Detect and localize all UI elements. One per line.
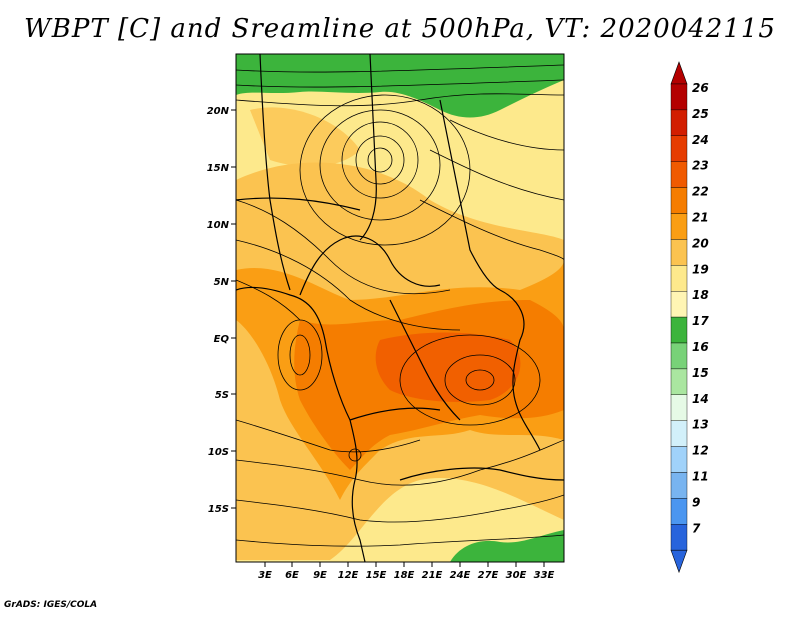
- lat-label: 15N: [207, 163, 230, 174]
- lon-label: 15E: [366, 570, 387, 581]
- colorbar-label: 15: [692, 366, 709, 380]
- colorbar-top-arrow: [670, 61, 688, 85]
- colorbar-label: 16: [692, 340, 709, 354]
- lat-label: EQ: [214, 334, 230, 345]
- colorbar-swatch: [670, 420, 688, 447]
- colorbar-label: 20: [692, 236, 709, 250]
- colorbar-swatch: [670, 368, 688, 395]
- colorbar-swatch: [670, 213, 688, 240]
- colorbar-label: 17: [692, 314, 709, 328]
- colorbar-label: 18: [692, 288, 709, 302]
- lon-label: 24E: [450, 570, 471, 581]
- colorbar: 26 25 24 23 22 21 20 19 18 17 16 15 14 13 12 11 9 7: [670, 61, 709, 574]
- colorbar-swatch: [670, 265, 688, 292]
- colorbar-label: 13: [692, 418, 709, 432]
- lon-label: 30E: [506, 570, 527, 581]
- colorbar-swatch: [670, 446, 688, 473]
- lon-label: 21E: [422, 570, 443, 581]
- lon-label: 3E: [258, 570, 272, 581]
- colorbar-swatch: [670, 187, 688, 214]
- colorbar-swatch: [670, 394, 688, 421]
- lat-label: 15S: [208, 504, 229, 515]
- colorbar-swatch: [670, 524, 688, 551]
- colorbar-swatch: [670, 161, 688, 188]
- colorbar-label: 21: [692, 211, 709, 225]
- colorbar-bottom-arrow: [670, 549, 688, 574]
- lat-axis: 20N 15N 10N 5N EQ 5S 10S 15S: [207, 106, 236, 515]
- colorbar-label: 26: [692, 81, 709, 95]
- lon-label: 6E: [285, 570, 299, 581]
- lon-label: 27E: [478, 570, 499, 581]
- lat-label: 5N: [214, 277, 230, 288]
- colorbar-swatch: [670, 109, 688, 137]
- colorbar-label: 22: [692, 185, 709, 199]
- credit-text: GrADS: IGES/COLA: [4, 600, 98, 610]
- colorbar-swatch: [670, 291, 688, 318]
- colorbar-swatch: [670, 342, 688, 370]
- streamlines: [236, 64, 564, 547]
- colorbar-label: 9: [692, 495, 700, 509]
- lat-label: 10S: [208, 447, 229, 458]
- lon-label: 33E: [534, 570, 555, 581]
- colorbar-swatch: [670, 239, 688, 266]
- colorbar-swatch: [670, 135, 688, 162]
- map-title: WBPT [C] and Sreamline at 500hPa, VT: 20…: [24, 14, 776, 44]
- map-frame: [235, 53, 565, 563]
- lon-label: 18E: [394, 570, 415, 581]
- colorbar-swatch: [670, 498, 688, 525]
- lat-label: 10N: [207, 220, 230, 231]
- colorbar-label: 24: [692, 133, 709, 147]
- colorbar-label: 7: [692, 521, 701, 535]
- lon-axis: 3E 6E 9E 12E 15E 18E 21E 24E 27E 30E 33E: [258, 562, 555, 581]
- country-borders: [236, 54, 564, 562]
- colorbar-label: 25: [692, 107, 709, 121]
- colorbar-label: 12: [692, 444, 709, 458]
- colorbar-label: 14: [692, 392, 709, 406]
- colorbar-label: 23: [692, 159, 709, 173]
- colorbar-label: 19: [692, 262, 709, 276]
- colorbar-swatch: [670, 316, 688, 344]
- colorbar-swatch: [670, 83, 688, 111]
- colorbar-label: 11: [692, 470, 709, 484]
- colorbar-swatch: [670, 472, 688, 499]
- lat-label: 5S: [215, 390, 229, 401]
- lon-label: 12E: [338, 570, 359, 581]
- map-field: [236, 54, 564, 562]
- lat-label: 20N: [207, 106, 230, 117]
- lon-label: 9E: [313, 570, 327, 581]
